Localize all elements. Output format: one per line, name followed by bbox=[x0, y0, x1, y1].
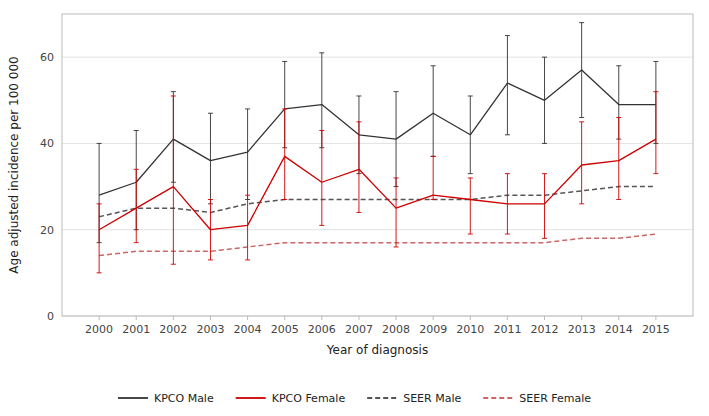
x-tick bbox=[210, 316, 211, 320]
legend-swatch bbox=[236, 397, 266, 399]
error-bar bbox=[579, 122, 584, 204]
legend-swatch bbox=[118, 397, 148, 399]
legend-label: KPCO Female bbox=[272, 392, 346, 405]
series-line bbox=[99, 70, 656, 195]
y-tick-label: 0 bbox=[47, 310, 54, 323]
x-tick-label: 2010 bbox=[456, 323, 484, 336]
x-tick-label: 2009 bbox=[419, 323, 447, 336]
x-tick bbox=[247, 316, 248, 320]
plot-frame bbox=[62, 14, 693, 316]
grid-line bbox=[62, 143, 693, 144]
x-tick bbox=[433, 316, 434, 320]
error-bar bbox=[171, 96, 176, 264]
x-tick bbox=[507, 316, 508, 320]
x-tick-label: 2001 bbox=[122, 323, 150, 336]
error-bar bbox=[282, 109, 287, 200]
x-tick bbox=[655, 316, 656, 320]
error-bar bbox=[356, 122, 361, 213]
x-axis: 2000 2001 2002 2003 2004 2005 2006 2007 2008 2009… bbox=[85, 316, 670, 336]
x-tick-label: 2004 bbox=[234, 323, 262, 336]
x-tick-label: 2007 bbox=[345, 323, 373, 336]
x-tick bbox=[99, 316, 100, 320]
grid-line bbox=[62, 229, 693, 230]
error-bar bbox=[394, 178, 399, 247]
y-tick-label: 60 bbox=[40, 51, 54, 64]
x-tick-label: 2006 bbox=[308, 323, 336, 336]
y-axis-label: Age adjusted incidence per 100 000 bbox=[7, 56, 21, 273]
x-tick bbox=[321, 316, 322, 320]
legend-label: SEER Male bbox=[403, 392, 461, 405]
legend: KPCO Male KPCO Female SEER Male SEER Female bbox=[118, 392, 591, 405]
y-tick-label: 20 bbox=[40, 224, 54, 237]
x-tick bbox=[284, 316, 285, 320]
x-tick-label: 2005 bbox=[271, 323, 299, 336]
x-axis-label: Year of diagnosis bbox=[326, 343, 428, 357]
error-bar bbox=[431, 66, 436, 157]
series-line bbox=[99, 187, 656, 217]
series-line bbox=[99, 139, 656, 230]
x-tick bbox=[581, 316, 582, 320]
x-tick bbox=[173, 316, 174, 320]
x-tick-label: 2003 bbox=[196, 323, 224, 336]
y-axis: 0 20 40 60 bbox=[40, 51, 693, 323]
legend-swatch bbox=[367, 397, 397, 399]
error-bar bbox=[319, 130, 324, 225]
x-tick-label: 2000 bbox=[85, 323, 113, 336]
series bbox=[97, 23, 659, 243]
error-bar bbox=[97, 204, 102, 273]
grid-line bbox=[62, 57, 693, 58]
x-tick bbox=[136, 316, 137, 320]
x-tick bbox=[358, 316, 359, 320]
x-tick-label: 2012 bbox=[531, 323, 559, 336]
error-bar bbox=[134, 169, 139, 242]
x-tick-label: 2015 bbox=[642, 323, 670, 336]
x-tick-label: 2008 bbox=[382, 323, 410, 336]
legend-swatch bbox=[483, 397, 513, 399]
legend-label: KPCO Male bbox=[154, 392, 214, 405]
error-bar bbox=[245, 195, 250, 260]
x-tick-label: 2011 bbox=[493, 323, 521, 336]
x-tick-label: 2014 bbox=[605, 323, 633, 336]
error-bar bbox=[245, 109, 250, 200]
y-tick-label: 40 bbox=[40, 137, 54, 150]
x-tick bbox=[618, 316, 619, 320]
error-bar bbox=[208, 113, 213, 204]
series-line bbox=[99, 234, 656, 256]
plot-area bbox=[97, 23, 659, 273]
x-tick bbox=[470, 316, 471, 320]
error-bar bbox=[616, 118, 621, 200]
error-bar bbox=[431, 156, 436, 199]
x-tick bbox=[544, 316, 545, 320]
x-tick-label: 2013 bbox=[568, 323, 596, 336]
series bbox=[99, 234, 656, 256]
series bbox=[99, 187, 656, 217]
chart: 0204060200020012002200320042005200620072… bbox=[0, 0, 709, 416]
series bbox=[97, 92, 659, 273]
x-tick-label: 2002 bbox=[159, 323, 187, 336]
x-tick bbox=[396, 316, 397, 320]
legend-label: SEER Female bbox=[519, 392, 591, 405]
error-bar bbox=[542, 174, 547, 239]
error-bar bbox=[653, 92, 658, 174]
error-bar bbox=[468, 178, 473, 234]
